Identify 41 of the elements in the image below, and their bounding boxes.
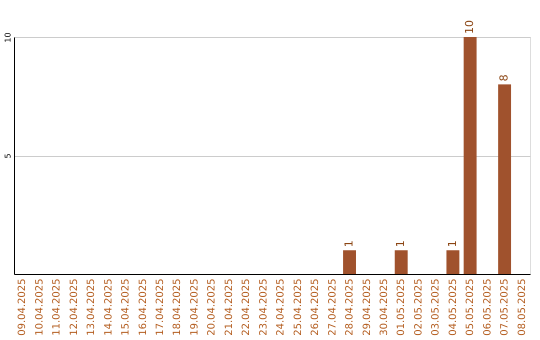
bar xyxy=(498,84,512,274)
x-tick-label: 24.04.2025 xyxy=(276,278,287,336)
x-tick-label: 06.05.2025 xyxy=(482,278,494,336)
bar xyxy=(446,250,460,274)
x-tick-label: 18.04.2025 xyxy=(172,278,184,336)
x-tick-label: 13.04.2025 xyxy=(86,278,98,336)
x-tick-label: 09.04.2025 xyxy=(17,278,28,336)
x-tick-label: 28.04.2025 xyxy=(344,278,356,336)
x-tick-label: 20.04.2025 xyxy=(206,278,218,336)
x-tick-label: 26.04.2025 xyxy=(310,278,322,336)
x-tick-label: 07.05.2025 xyxy=(500,278,511,336)
x-tick-label: 04.05.2025 xyxy=(448,278,459,336)
data-label: 1 xyxy=(342,240,356,248)
data-label: 1 xyxy=(446,240,459,248)
x-tick-label: 21.04.2025 xyxy=(224,278,235,336)
x-tick-label: 29.04.2025 xyxy=(362,278,373,336)
x-tick-label: 19.04.2025 xyxy=(189,278,200,336)
data-label: 8 xyxy=(498,74,511,82)
x-tick-label: 15.04.2025 xyxy=(120,278,132,336)
x-tick-label: 12.04.2025 xyxy=(68,278,80,336)
x-tick-label: 22.04.2025 xyxy=(241,278,252,336)
x-tick-label: 08.05.2025 xyxy=(516,278,528,336)
bar xyxy=(394,250,408,274)
x-tick-label: 10.04.2025 xyxy=(34,278,46,336)
x-tick-label: 17.04.2025 xyxy=(155,278,166,336)
x-tick-label: 01.05.2025 xyxy=(396,278,408,336)
x-tick-label: 02.05.2025 xyxy=(413,278,424,336)
x-tick-label: 27.04.2025 xyxy=(327,278,338,336)
x-tick-label: 14.04.2025 xyxy=(103,278,114,336)
x-tick-label: 23.04.2025 xyxy=(258,278,270,336)
bar xyxy=(343,250,356,274)
x-tick-label: 16.04.2025 xyxy=(138,278,149,336)
data-label: 10 xyxy=(463,20,476,34)
y-tick-label: 5 xyxy=(4,153,12,159)
data-label: 1 xyxy=(394,240,408,248)
x-tick-label: 30.04.2025 xyxy=(378,278,390,336)
x-tick-label: 25.04.2025 xyxy=(292,278,304,336)
x-tick-label: 05.05.2025 xyxy=(465,278,476,336)
x-tick-label: 03.05.2025 xyxy=(430,278,442,336)
bar xyxy=(464,37,477,274)
x-tick-label: 11.04.2025 xyxy=(52,278,63,336)
